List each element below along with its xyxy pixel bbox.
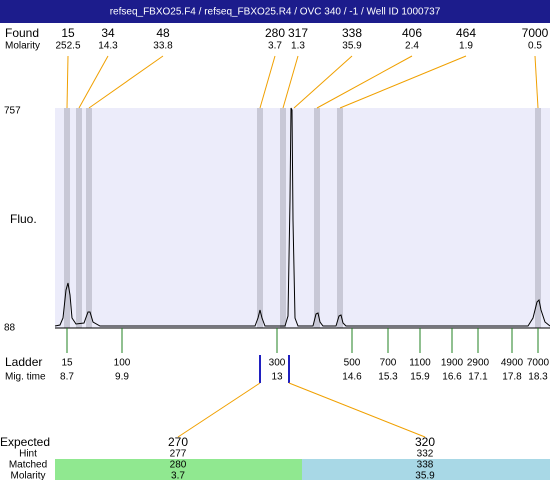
peak-band (337, 108, 343, 328)
expected-label: Expected (0, 435, 50, 449)
peak-molarity: 35.9 (342, 41, 362, 52)
peak-band (64, 108, 70, 328)
peak-connector (339, 55, 467, 109)
ladder-size: 500 (344, 358, 361, 369)
molarity-row-label: Molarity (10, 471, 45, 480)
expected-size: 270 (168, 435, 188, 449)
ladder-time: 14.6 (342, 372, 362, 383)
peak-band (76, 108, 82, 328)
ladder-size: 2900 (467, 358, 490, 369)
ladder-time: 15.9 (410, 372, 430, 383)
mig-time-label: Mig. time (5, 372, 46, 383)
ladder-size: 1100 (409, 358, 431, 369)
title: refseq_FBXO25.F4 / refseq_FBXO25.R4 / OV… (110, 7, 441, 18)
peak-band (535, 108, 541, 328)
peak-band (280, 108, 286, 328)
ladder-time: 9.9 (115, 372, 129, 383)
ladder-size: 7000 (527, 358, 550, 369)
peak-molarity: 1.3 (291, 41, 305, 52)
peak-molarity: 14.3 (98, 41, 118, 52)
y-axis-label: Fluo. (10, 212, 37, 226)
ladder-time: 13 (271, 372, 283, 383)
hint-size: 277 (170, 449, 187, 460)
peak-size: 464 (456, 26, 476, 40)
peak-connector (78, 55, 109, 109)
peak-size: 317 (288, 26, 308, 40)
connector (177, 382, 261, 438)
peak-molarity: 2.4 (405, 41, 419, 52)
expected-size: 320 (415, 435, 435, 449)
y-min-label: 88 (4, 323, 16, 334)
peak-size: 280 (265, 26, 285, 40)
ladder-label: Ladder (5, 355, 42, 369)
peak-connector (259, 55, 276, 109)
ladder-time: 18.3 (528, 372, 548, 383)
ladder-size: 700 (380, 358, 397, 369)
peak-band (314, 108, 320, 328)
peak-connector (282, 55, 299, 109)
matched-size: 280 (170, 460, 187, 471)
hint-label: Hint (19, 449, 37, 460)
hint-size: 332 (417, 449, 434, 460)
found-label: Found (5, 26, 39, 40)
peak-size: 338 (342, 26, 362, 40)
y-max-label: 757 (4, 106, 21, 117)
connector (288, 382, 426, 438)
peak-band (86, 108, 92, 328)
peak-molarity: 3.7 (268, 41, 282, 52)
peak-band (257, 108, 263, 328)
ladder-size: 15 (61, 358, 73, 369)
ladder-time: 17.1 (468, 372, 488, 383)
peak-size: 7000 (522, 26, 549, 40)
peak-molarity: 252.5 (55, 41, 80, 52)
title-bar (0, 0, 550, 23)
ladder-time: 15.3 (378, 372, 398, 383)
ladder-time: 17.8 (502, 372, 522, 383)
peak-molarity: 33.8 (153, 41, 173, 52)
peak-size: 406 (402, 26, 422, 40)
trace (54, 107, 550, 327)
ladder-size: 300 (269, 358, 286, 369)
peak-molarity: 0.5 (528, 41, 542, 52)
peak-connector (316, 55, 413, 109)
matched-bar (55, 459, 302, 480)
matched-size: 338 (417, 460, 434, 471)
peak-size: 48 (156, 26, 170, 40)
peak-connector (534, 55, 539, 109)
matched-label: Matched (9, 460, 47, 471)
ladder-size: 1900 (441, 358, 464, 369)
peak-size: 34 (101, 26, 115, 40)
ladder-size: 100 (114, 358, 131, 369)
matched-molarity: 35.9 (415, 471, 435, 480)
peak-connector (66, 55, 69, 109)
peak-connector (88, 55, 164, 109)
molarity-label: Molarity (5, 41, 40, 52)
peak-size: 15 (61, 26, 75, 40)
ladder-size: 4900 (501, 358, 524, 369)
ladder-time: 16.6 (442, 372, 462, 383)
peak-connector (293, 55, 353, 109)
plot-area (55, 108, 550, 328)
ladder-time: 8.7 (60, 372, 74, 383)
matched-bar (302, 459, 550, 480)
matched-molarity: 3.7 (171, 471, 185, 480)
peak-molarity: 1.9 (459, 41, 473, 52)
